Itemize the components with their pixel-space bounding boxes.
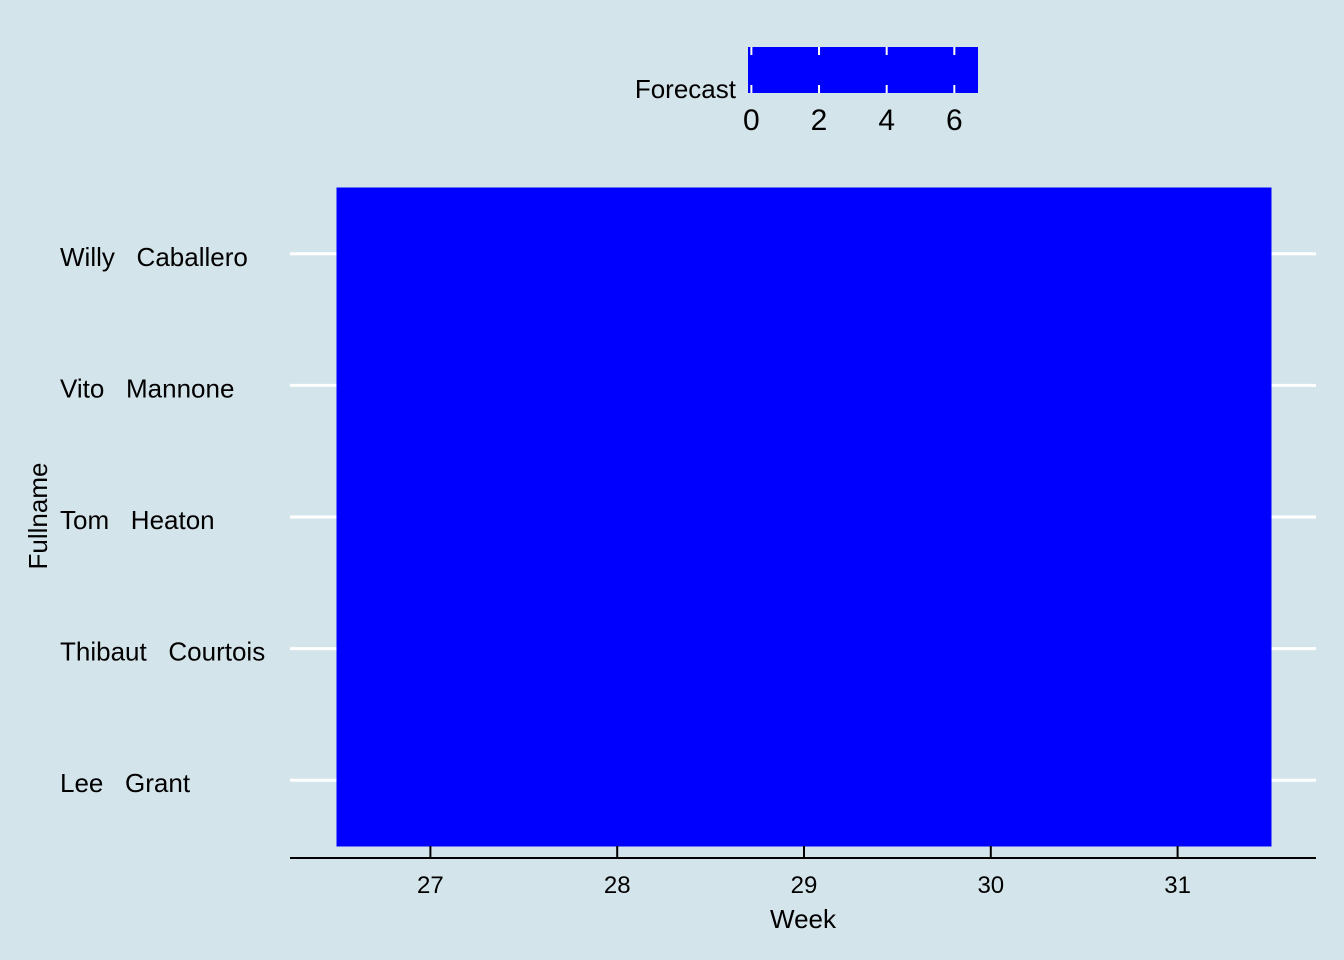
y-tick-label: Lee Grant bbox=[60, 768, 191, 798]
legend-tick-label: 4 bbox=[878, 104, 895, 137]
heatmap-cell bbox=[896, 319, 1085, 452]
heatmap-cell bbox=[523, 582, 712, 715]
heatmap-cell bbox=[896, 582, 1085, 715]
y-tick-label: Tom Heaton bbox=[60, 505, 215, 535]
heatmap-cell bbox=[896, 713, 1085, 847]
legend-tick-label: 2 bbox=[811, 104, 828, 137]
legend-colorbar bbox=[748, 47, 978, 93]
legend-tick-label: 0 bbox=[743, 104, 760, 137]
legend-ticks: 0 2 4 6 bbox=[743, 47, 963, 137]
x-tick-label: 28 bbox=[604, 872, 631, 899]
x-tick-label: 27 bbox=[417, 872, 444, 899]
y-axis-labels: Willy Caballero Vito Mannone Tom Heaton Thi… bbox=[60, 242, 265, 798]
heatmap-tiles bbox=[336, 187, 1272, 847]
heatmap-cell bbox=[336, 187, 525, 321]
heatmap-cell bbox=[523, 319, 712, 452]
heatmap-cell bbox=[1083, 187, 1272, 321]
x-axis-ticks: 27 28 29 30 31 bbox=[417, 846, 1191, 899]
y-tick-label: Willy Caballero bbox=[60, 242, 248, 272]
heatmap-cell bbox=[1083, 450, 1272, 584]
heatmap-cell bbox=[710, 450, 898, 584]
heatmap-cell bbox=[896, 450, 1085, 584]
heatmap-cell bbox=[523, 187, 712, 321]
heatmap-cell bbox=[1083, 319, 1272, 452]
heatmap-cell bbox=[523, 450, 712, 584]
x-tick-label: 29 bbox=[791, 872, 818, 899]
legend-title: Forecast bbox=[635, 74, 737, 104]
x-tick-label: 31 bbox=[1164, 872, 1191, 899]
y-tick-label: Thibaut Courtois bbox=[60, 637, 265, 667]
heatmap-cell bbox=[710, 713, 898, 847]
heatmap-cell bbox=[710, 187, 898, 321]
y-tick-label: Vito Mannone bbox=[60, 373, 234, 403]
heatmap-cell bbox=[336, 319, 525, 452]
y-axis-title: Fullname bbox=[23, 463, 53, 570]
x-tick-label: 30 bbox=[977, 872, 1004, 899]
heatmap-cell bbox=[896, 187, 1085, 321]
legend-tick-label: 6 bbox=[946, 104, 963, 137]
heatmap-cell bbox=[336, 582, 525, 715]
x-axis-title: Week bbox=[770, 904, 837, 934]
heatmap-cell bbox=[523, 713, 712, 847]
heatmap-cell bbox=[1083, 713, 1272, 847]
heatmap-cell bbox=[336, 713, 525, 847]
heatmap-cell bbox=[710, 319, 898, 452]
legend: Forecast 0 2 4 6 bbox=[635, 47, 978, 137]
heatmap-cell bbox=[710, 582, 898, 715]
heatmap-cell bbox=[1083, 582, 1272, 715]
heatmap-cell bbox=[336, 450, 525, 584]
